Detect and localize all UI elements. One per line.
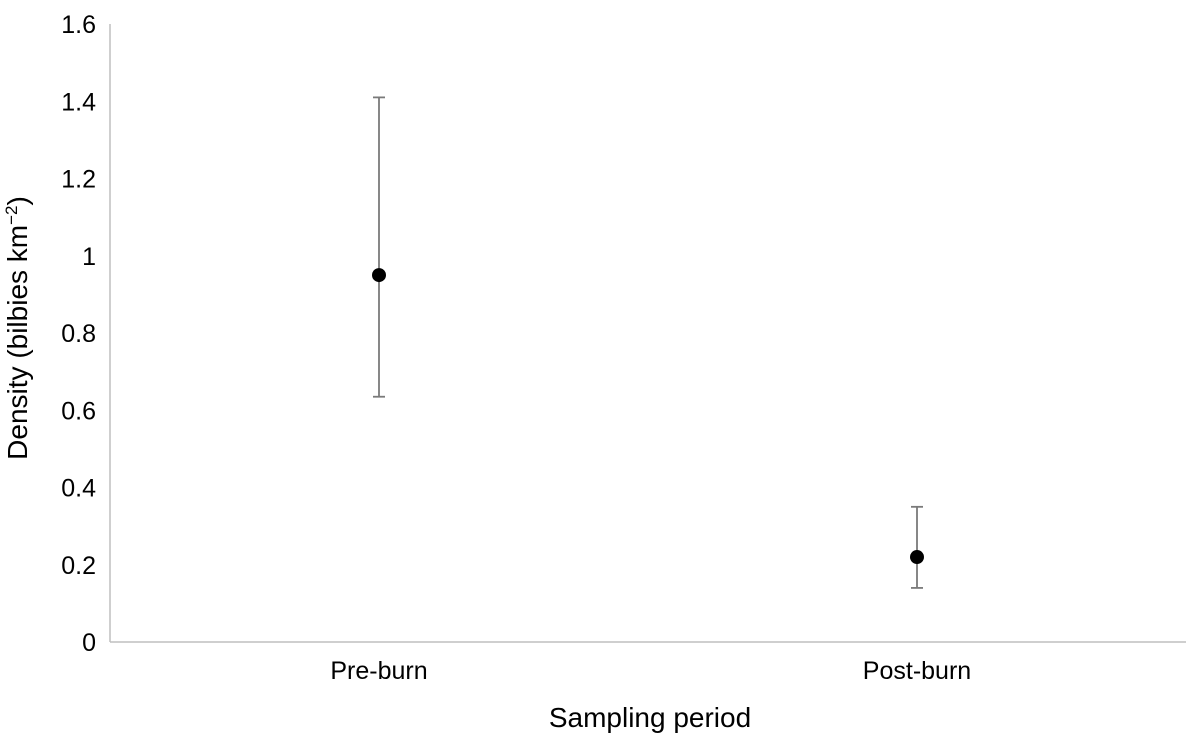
y-axis-title-main: Density (bilbies km	[2, 225, 33, 460]
y-tick-label: 0.8	[61, 320, 96, 348]
data-points	[372, 268, 924, 565]
x-tick-label: Pre-burn	[330, 657, 427, 685]
y-tick-labels: 0 0.2 0.4 0.6 0.8 1 1.2 1.4 1.6	[61, 11, 96, 657]
data-point	[372, 268, 386, 283]
y-tick-label: 1.2	[61, 166, 96, 194]
error-bars	[373, 96, 923, 589]
y-tick-label: 0.2	[61, 552, 96, 580]
y-axis-title: Density (bilbies km−2)	[2, 196, 33, 460]
y-tick-label: 0	[82, 629, 96, 657]
x-axis-title: Sampling period	[549, 702, 751, 733]
y-tick-label: 1.4	[61, 88, 96, 116]
x-tick-labels: Pre-burn Post-burn	[330, 657, 971, 685]
y-axis-title-suffix: )	[2, 196, 33, 205]
data-point	[910, 550, 924, 565]
y-tick-label: 0.6	[61, 397, 96, 425]
y-tick-label: 1	[82, 243, 96, 271]
y-tick-label: 1.6	[61, 11, 96, 39]
x-tick-label: Post-burn	[863, 657, 971, 685]
y-axis-title-superscript: −2	[2, 205, 21, 224]
y-tick-label: 0.4	[61, 475, 96, 503]
